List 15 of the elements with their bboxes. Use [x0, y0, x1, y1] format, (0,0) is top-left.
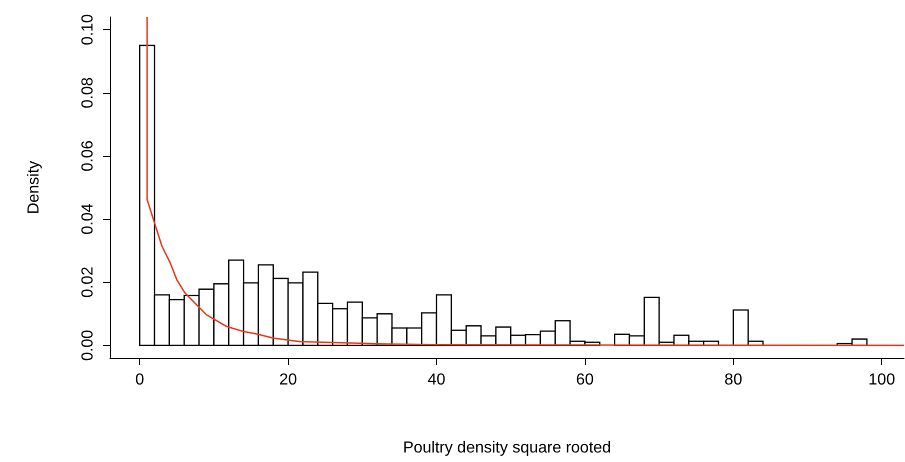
y-tick-label: 0.02	[80, 266, 96, 298]
x-axis-title: Poultry density square rooted	[402, 440, 612, 456]
y-tick-label: 0.10	[80, 14, 96, 46]
line-series	[146, 16, 905, 346]
x-tick-label: 40	[428, 372, 446, 388]
y-tick-label: 0.04	[80, 203, 96, 235]
x-tick-label: 0	[135, 372, 144, 388]
y-tick-label: 0.00	[80, 330, 96, 361]
y-tick-label: 0.08	[80, 77, 96, 108]
x-tick-label: 80	[724, 372, 742, 388]
x-tick-label: 60	[576, 372, 594, 388]
y-tick-label: 0.06	[80, 140, 96, 172]
x-tick-label: 100	[868, 372, 896, 388]
x-tick-label: 20	[279, 372, 298, 388]
y-axis-title: Density	[26, 160, 42, 214]
